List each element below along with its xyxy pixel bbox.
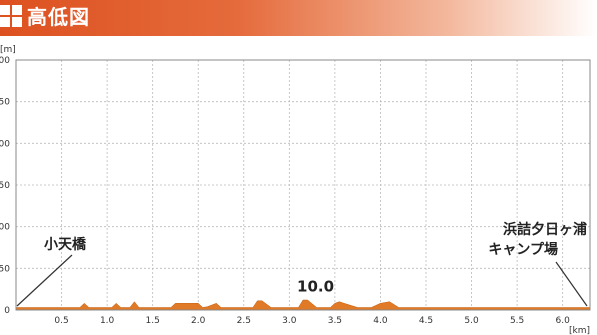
grid-icon [0, 5, 22, 27]
y-tick-label: 100 [0, 223, 10, 233]
x-tick-label: 1.5 [146, 316, 160, 326]
max-elevation-label: 10.0 [297, 278, 334, 296]
x-tick-label: 3.5 [328, 316, 342, 326]
x-tick-label: 4.5 [419, 316, 433, 326]
title-banner: 高低図 [0, 0, 597, 36]
y-tick-label: 250 [0, 98, 10, 108]
end-label-line1: 浜詰夕日ヶ浦 [503, 221, 587, 238]
x-tick-label: 5.0 [464, 316, 479, 326]
x-tick-label: 4.0 [373, 316, 388, 326]
y-tick-label: 50 [0, 264, 10, 274]
x-tick-label: 2.5 [237, 316, 251, 326]
x-tick-label: 3.0 [282, 316, 297, 326]
y-axis-unit-label: [m] [0, 45, 16, 55]
y-tick-label: 150 [0, 181, 10, 191]
chart-labels: 0.5 1.0 1.5 2.0 2.5 3.0 3.5 4.0 4.5 5.0 5.5 6.0 0 50 1… [0, 45, 590, 335]
x-tick-label: 0.5 [54, 316, 68, 326]
start-label: 小天橋 [44, 236, 87, 253]
x-axis-unit-label: [km] [569, 326, 590, 335]
y-tick-label: 0 [4, 306, 10, 316]
x-tick-label: 2.0 [191, 316, 206, 326]
end-pointer-line [555, 261, 588, 307]
end-label-line2: キャンプ場 [488, 241, 558, 258]
x-tick-label: 6.0 [556, 316, 571, 326]
page-title: 高低図 [27, 5, 90, 29]
chart-axes [15, 59, 591, 311]
start-pointer-line [16, 254, 73, 307]
y-tick-label: 300 [0, 56, 10, 66]
x-tick-label: 5.5 [510, 316, 524, 326]
plot-frame [15, 59, 591, 311]
elevation-area [15, 299, 591, 311]
chart-grid [16, 60, 590, 310]
y-tick-label: 200 [0, 139, 10, 149]
x-tick-label: 1.0 [100, 316, 115, 326]
elevation-series [15, 299, 591, 311]
